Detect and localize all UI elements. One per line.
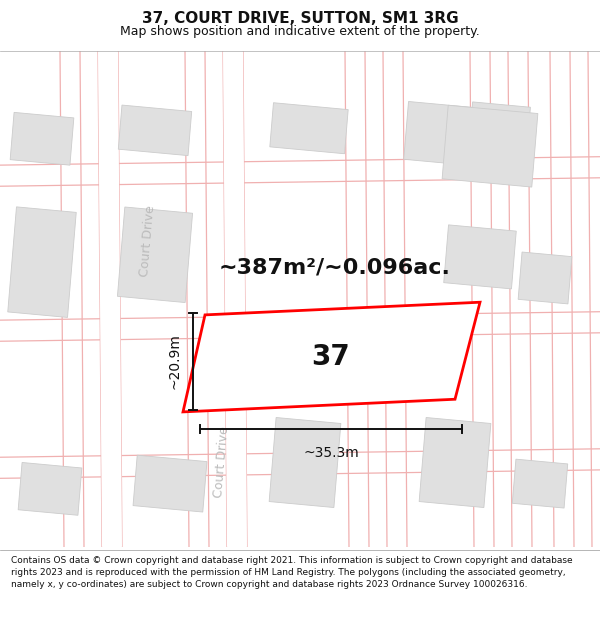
Polygon shape	[8, 207, 76, 318]
Polygon shape	[183, 302, 480, 412]
Text: ~35.3m: ~35.3m	[303, 446, 359, 459]
Polygon shape	[444, 225, 516, 289]
Text: 37, COURT DRIVE, SUTTON, SM1 3RG: 37, COURT DRIVE, SUTTON, SM1 3RG	[142, 11, 458, 26]
Text: Court Drive: Court Drive	[139, 205, 158, 278]
Polygon shape	[18, 462, 82, 515]
Polygon shape	[419, 418, 491, 508]
Text: 37: 37	[311, 343, 350, 371]
Polygon shape	[118, 207, 193, 302]
Polygon shape	[118, 105, 191, 156]
Polygon shape	[518, 252, 572, 304]
Polygon shape	[269, 418, 341, 508]
Polygon shape	[470, 102, 530, 144]
Polygon shape	[512, 459, 568, 508]
Text: Contains OS data © Crown copyright and database right 2021. This information is : Contains OS data © Crown copyright and d…	[11, 556, 572, 589]
Text: Map shows position and indicative extent of the property.: Map shows position and indicative extent…	[120, 26, 480, 39]
Text: ~20.9m: ~20.9m	[167, 333, 181, 389]
Polygon shape	[223, 51, 247, 547]
Polygon shape	[442, 105, 538, 187]
Polygon shape	[133, 455, 207, 512]
Polygon shape	[98, 51, 122, 547]
Text: Court Drive: Court Drive	[212, 426, 232, 499]
Polygon shape	[10, 112, 74, 165]
Text: ~387m²/~0.096ac.: ~387m²/~0.096ac.	[219, 258, 451, 278]
Polygon shape	[270, 102, 348, 154]
Polygon shape	[404, 101, 476, 166]
